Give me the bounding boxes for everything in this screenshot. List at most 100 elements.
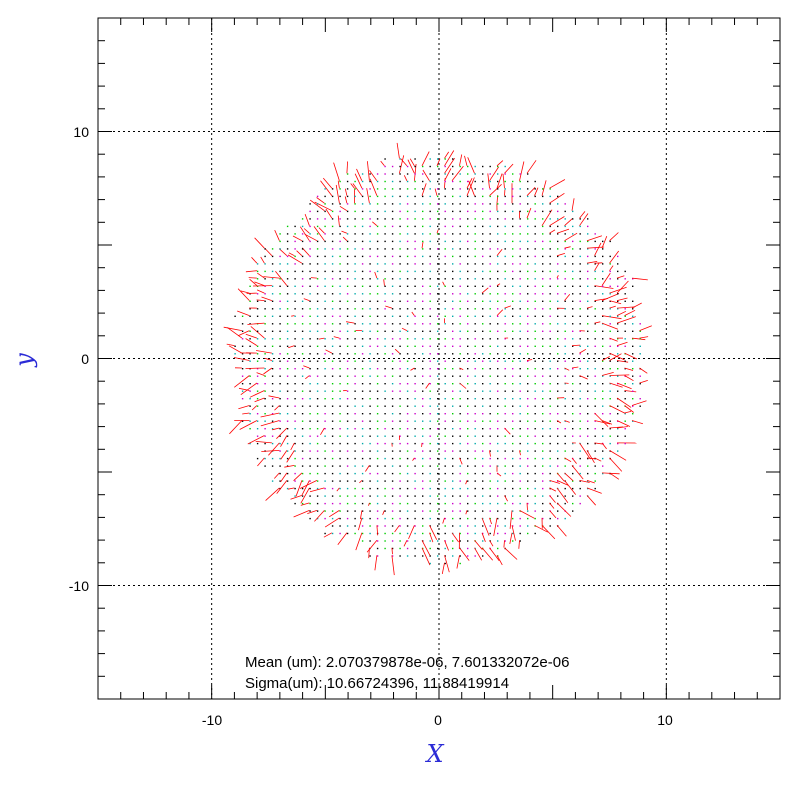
spot-point — [489, 502, 491, 505]
spot-point — [534, 390, 536, 392]
spot-point — [361, 188, 364, 190]
spot-point — [279, 330, 281, 332]
spot-point — [391, 405, 394, 407]
spot-point — [609, 263, 611, 265]
ray-vector — [586, 261, 598, 264]
spot-point — [579, 285, 581, 287]
spot-point — [437, 510, 439, 512]
spot-point — [519, 315, 521, 317]
spot-point — [316, 308, 319, 310]
spot-point — [527, 323, 529, 325]
spot-point — [414, 255, 416, 258]
spot-point — [422, 413, 424, 415]
ray-vector — [549, 510, 557, 519]
spot-point — [587, 487, 589, 490]
spot-point — [422, 293, 424, 295]
spot-point — [489, 248, 491, 250]
spot-point — [361, 240, 364, 243]
spot-point — [542, 300, 544, 302]
ray-vector — [624, 390, 637, 393]
spot-point — [249, 300, 251, 302]
spot-point — [286, 308, 289, 310]
spot-point — [406, 375, 409, 377]
spot-point — [354, 487, 356, 490]
spot-point — [399, 203, 401, 205]
ray-vector — [344, 196, 348, 204]
spot-point — [406, 248, 409, 250]
spot-point — [369, 323, 371, 325]
spot-point — [549, 398, 551, 400]
spot-point — [354, 413, 356, 415]
spot-point — [557, 345, 559, 347]
ray-vector — [367, 161, 370, 181]
spot-point — [452, 293, 454, 295]
spot-point — [406, 390, 409, 392]
spot-point — [324, 330, 326, 332]
spot-point — [384, 517, 386, 520]
spot-point — [422, 368, 424, 370]
spot-point — [301, 278, 304, 280]
spot-point — [482, 233, 484, 235]
y-tick-label: 0 — [81, 351, 89, 367]
spot-point — [452, 278, 454, 280]
spot-point — [467, 300, 469, 302]
spot-point — [632, 300, 634, 302]
spot-point — [286, 413, 289, 415]
spot-point — [414, 330, 416, 332]
spot-point — [504, 472, 506, 475]
ray-vector — [549, 229, 556, 234]
spot-point — [429, 405, 431, 407]
ray-vector — [410, 367, 415, 371]
spot-point — [414, 300, 416, 302]
spot-point — [534, 405, 536, 407]
spot-point — [271, 300, 274, 302]
spot-point — [564, 413, 566, 415]
ray-vector — [549, 502, 555, 509]
spot-point — [519, 375, 521, 377]
spot-point — [437, 255, 439, 258]
ray-vector — [249, 278, 258, 286]
spot-point — [564, 323, 566, 325]
spot-point — [316, 255, 319, 258]
spot-point — [542, 398, 544, 400]
spot-point — [497, 248, 499, 250]
spot-point — [444, 375, 446, 377]
spot-point — [467, 338, 469, 340]
spot-point — [309, 278, 311, 280]
spot-point — [316, 203, 319, 205]
spot-point — [542, 413, 544, 415]
spot-point — [512, 345, 514, 347]
spot-point — [467, 487, 469, 490]
spot-point — [414, 383, 416, 385]
spot-point — [391, 360, 394, 362]
spot-point — [414, 233, 416, 235]
spot-point — [331, 293, 334, 295]
spot-point — [474, 353, 476, 355]
spot-point — [376, 465, 379, 467]
spot-point — [572, 502, 574, 505]
spot-point — [437, 390, 439, 392]
spot-point — [429, 480, 431, 482]
spot-point — [512, 330, 514, 332]
ray-vector — [459, 547, 470, 561]
spot-point — [241, 375, 244, 377]
spot-point — [414, 465, 416, 467]
ray-vector — [601, 372, 614, 376]
ray-vector — [639, 367, 648, 374]
spot-point — [534, 510, 536, 512]
spot-point — [437, 435, 439, 437]
spot-point — [339, 323, 341, 325]
spot-point — [346, 442, 349, 445]
spot-point — [414, 428, 416, 430]
spot-point — [437, 195, 439, 198]
spot-point — [452, 255, 454, 258]
spot-point — [452, 240, 454, 243]
spot-point — [557, 375, 559, 377]
spot-point — [279, 472, 281, 475]
spot-point — [406, 465, 409, 467]
spot-point — [339, 195, 341, 198]
spot-point — [549, 450, 551, 452]
spot-point — [497, 368, 499, 370]
spot-point — [444, 457, 446, 460]
spot-point — [399, 510, 401, 512]
